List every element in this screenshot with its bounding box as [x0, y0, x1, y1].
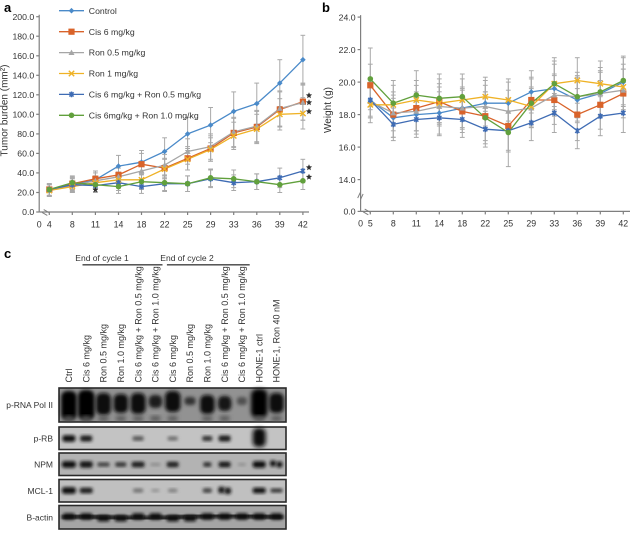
svg-text:p-RNA Pol II: p-RNA Pol II [6, 400, 53, 410]
svg-text:HONE-1, Ron 40 nM: HONE-1, Ron 40 nM [272, 299, 282, 382]
svg-text:140.0: 140.0 [12, 71, 34, 81]
svg-text:Ron 1 mg/kg: Ron 1 mg/kg [89, 69, 138, 79]
svg-text:Ron 0.5 mg/kg: Ron 0.5 mg/kg [185, 324, 195, 383]
svg-text:120.0: 120.0 [12, 90, 34, 100]
svg-text:22: 22 [160, 219, 170, 229]
svg-text:11: 11 [412, 219, 421, 229]
svg-text:Cis 6 mg/kg + Ron 0.5 mg/kg: Cis 6 mg/kg + Ron 0.5 mg/kg [220, 266, 230, 382]
svg-text:18: 18 [137, 219, 147, 229]
svg-text:0: 0 [358, 219, 363, 229]
svg-text:25: 25 [183, 219, 193, 229]
svg-text:Ctrl: Ctrl [64, 369, 74, 383]
svg-text:42: 42 [618, 219, 628, 229]
svg-text:39: 39 [595, 219, 605, 229]
svg-text:14.0: 14.0 [339, 175, 356, 185]
svg-text:40.0: 40.0 [17, 168, 34, 178]
svg-text:60.0: 60.0 [17, 149, 34, 159]
svg-text:Cis 6mg/kg + Ron 1.0 mg/kg: Cis 6mg/kg + Ron 1.0 mg/kg [89, 110, 199, 120]
svg-text:c: c [4, 246, 11, 261]
svg-text:End of cycle 1: End of cycle 1 [75, 253, 129, 263]
svg-text:160.0: 160.0 [12, 51, 34, 61]
svg-text:HONE-1 ctrl: HONE-1 ctrl [254, 334, 264, 383]
svg-text:22.0: 22.0 [339, 45, 356, 55]
svg-text:Ron 0.5 mg/kg: Ron 0.5 mg/kg [99, 324, 109, 383]
svg-text:200.0: 200.0 [12, 12, 34, 22]
svg-text:4: 4 [47, 219, 52, 229]
svg-text:25: 25 [503, 219, 513, 229]
svg-text:p-RB: p-RB [34, 433, 54, 443]
svg-text:NPM: NPM [34, 459, 53, 469]
svg-text:a: a [4, 0, 12, 15]
svg-text:33: 33 [229, 219, 239, 229]
svg-text:80.0: 80.0 [17, 129, 34, 139]
svg-text:8: 8 [391, 219, 396, 229]
svg-text:Cis 6 mg/kg: Cis 6 mg/kg [81, 335, 91, 383]
svg-text:Cis 6 mg/kg: Cis 6 mg/kg [168, 335, 178, 383]
svg-text:End of cycle 2: End of cycle 2 [160, 253, 214, 263]
svg-text:18.0: 18.0 [339, 110, 356, 120]
svg-text:29: 29 [526, 219, 536, 229]
svg-text:0.0: 0.0 [22, 207, 34, 217]
svg-text:36: 36 [572, 219, 582, 229]
svg-text:100.0: 100.0 [12, 110, 34, 120]
svg-text:Cis 6 mg/kg + Ron 1.0 mg/kg: Cis 6 mg/kg + Ron 1.0 mg/kg [237, 266, 247, 382]
svg-text:20.0: 20.0 [17, 188, 34, 198]
svg-text:5: 5 [368, 219, 373, 229]
svg-text:Cis 6 mg/kg: Cis 6 mg/kg [89, 27, 135, 37]
svg-text:Cis 6 mg/kg + Ron 0.5 mg/kg: Cis 6 mg/kg + Ron 0.5 mg/kg [89, 90, 201, 100]
svg-text:Tumor burden (mm²): Tumor burden (mm²) [0, 65, 11, 157]
svg-text:39: 39 [275, 219, 285, 229]
svg-text:8: 8 [70, 219, 75, 229]
svg-text:Ron 1.0 mg/kg: Ron 1.0 mg/kg [116, 324, 126, 383]
svg-text:33: 33 [549, 219, 559, 229]
svg-text:14: 14 [434, 219, 444, 229]
svg-text:20.0: 20.0 [339, 77, 356, 87]
svg-text:b: b [322, 0, 330, 15]
svg-text:Cis 6 mg/kg + Ron 1.0 mg/kg: Cis 6 mg/kg + Ron 1.0 mg/kg [151, 266, 161, 382]
svg-text:Ron 0.5 mg/kg: Ron 0.5 mg/kg [89, 48, 146, 58]
svg-text:18: 18 [457, 219, 467, 229]
svg-text:42: 42 [298, 219, 308, 229]
svg-text:22: 22 [480, 219, 490, 229]
svg-text:B-actin: B-actin [27, 513, 54, 523]
svg-text:14: 14 [114, 219, 124, 229]
svg-text:0: 0 [37, 219, 42, 229]
svg-text:29: 29 [206, 219, 216, 229]
svg-text:0.0: 0.0 [344, 207, 356, 217]
svg-text:Ron 1.0 mg/kg: Ron 1.0 mg/kg [203, 324, 213, 383]
svg-text:24.0: 24.0 [339, 12, 356, 22]
svg-text:Control: Control [89, 6, 117, 16]
svg-text:16.0: 16.0 [339, 142, 356, 152]
svg-text:Cis 6 mg/kg + Ron 0.5 mg/kg: Cis 6 mg/kg + Ron 0.5 mg/kg [133, 266, 143, 382]
svg-text:MCL-1: MCL-1 [27, 486, 53, 496]
svg-text:180.0: 180.0 [12, 31, 34, 41]
svg-text:Weight (g): Weight (g) [323, 87, 334, 133]
svg-text:11: 11 [91, 219, 100, 229]
svg-text:36: 36 [252, 219, 262, 229]
